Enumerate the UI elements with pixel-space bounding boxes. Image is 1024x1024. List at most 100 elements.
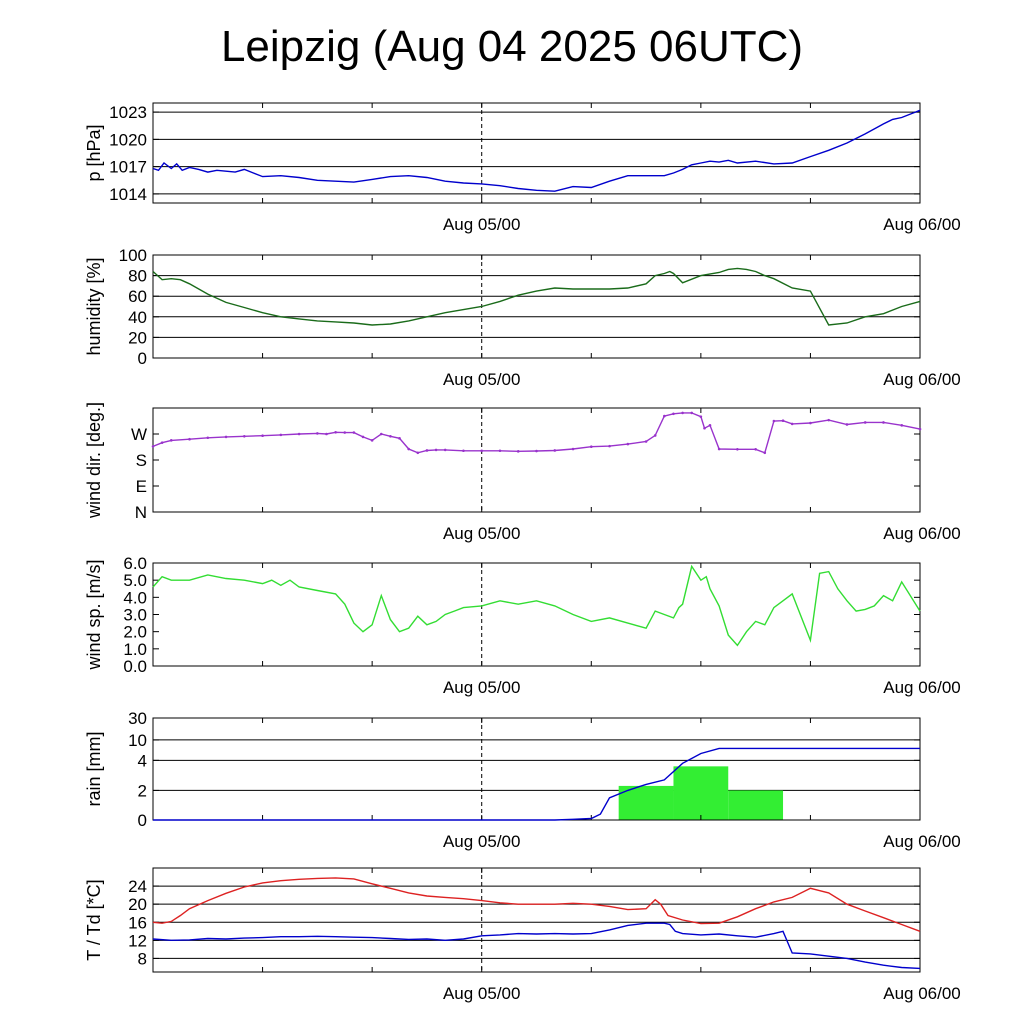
plot-frame — [152, 254, 921, 359]
data-point — [416, 451, 420, 455]
data-point — [790, 422, 794, 426]
data-point — [672, 412, 675, 416]
y-tick-label: 80 — [128, 267, 147, 286]
data-point — [809, 421, 812, 425]
panel-pressure: 1014 1017 1020 1023 p [hPa] Aug 05/00 Aug 06/0… — [84, 102, 961, 234]
y-tick-label: 20 — [128, 895, 147, 914]
plot-frame — [152, 562, 921, 667]
y-axis-label: p [hPa] — [84, 124, 104, 181]
data-point — [827, 418, 830, 422]
rain-bar — [728, 790, 784, 820]
y-tick-label: 4.0 — [123, 588, 147, 607]
plot-frame — [152, 102, 921, 204]
data-point — [325, 432, 328, 436]
data-point — [379, 432, 383, 436]
data-point — [224, 435, 228, 439]
y-tick-label: W — [131, 425, 147, 444]
data-point — [845, 423, 849, 426]
data-point — [644, 440, 648, 443]
data-point — [398, 437, 401, 440]
x-tick-label: Aug 06/00 — [883, 832, 961, 851]
data-point — [407, 447, 410, 451]
plot-frame — [152, 717, 921, 821]
y-axis-label: wind dir. [deg.] — [84, 402, 104, 519]
data-point — [443, 448, 447, 452]
y-tick-label: 6.0 — [123, 554, 147, 573]
data-point — [434, 448, 438, 452]
series-line-temperature-1 — [152, 922, 921, 970]
y-tick-label: 0 — [138, 349, 147, 368]
y-tick-label: 0 — [138, 811, 147, 830]
y-tick-label: 2.0 — [123, 623, 147, 642]
x-tick-label: Aug 06/00 — [883, 984, 961, 1003]
data-point — [882, 421, 885, 424]
data-point — [498, 449, 502, 453]
data-point — [690, 411, 694, 415]
data-point — [316, 432, 319, 435]
data-point — [261, 434, 264, 438]
data-point — [151, 445, 155, 448]
panel-rain: 0 2 410 30 rain [mm] Aug 05/00 Aug 06/00 — [84, 709, 961, 851]
data-point — [425, 449, 429, 452]
data-point — [480, 449, 484, 453]
y-tick-label: 1014 — [109, 185, 147, 204]
x-tick-label: Aug 06/00 — [883, 524, 961, 543]
y-tick-label: 10 — [128, 731, 147, 750]
data-point — [626, 442, 630, 446]
y-tick-label: 4 — [138, 751, 147, 770]
x-tick-label: Aug 05/00 — [443, 215, 521, 234]
series-line-wind_speed-0 — [152, 564, 921, 647]
data-point — [589, 445, 593, 449]
x-tick-label: Aug 05/00 — [443, 984, 521, 1003]
data-point — [297, 432, 301, 436]
y-tick-label: 20 — [128, 328, 147, 347]
y-axis-label: humidity [%] — [84, 257, 104, 355]
y-tick-label: 60 — [128, 287, 147, 306]
series-line-humidity-0 — [152, 267, 921, 326]
data-point — [571, 447, 575, 451]
data-point — [279, 433, 283, 437]
y-tick-label: 8 — [138, 949, 147, 968]
y-axis-label: T / Td [*C] — [84, 879, 104, 960]
data-point — [781, 419, 785, 423]
x-tick-label: Aug 06/00 — [883, 370, 961, 389]
series-line-pressure-0 — [152, 109, 921, 192]
chart-title: Leipzig (Aug 04 2025 06UTC) — [220, 22, 804, 71]
series-line-rain-0 — [153, 747, 920, 821]
y-tick-label: 1023 — [109, 103, 147, 122]
y-tick-label: 100 — [119, 246, 147, 265]
data-point — [352, 431, 356, 434]
y-tick-label: 5.0 — [123, 571, 147, 590]
y-tick-label: 3.0 — [123, 606, 147, 625]
x-tick-label: Aug 06/00 — [883, 215, 961, 234]
y-tick-label: 12 — [128, 931, 147, 950]
data-point — [663, 414, 666, 418]
y-tick-label: 24 — [128, 877, 147, 896]
y-tick-label: 2 — [138, 781, 147, 800]
plot-frame — [152, 867, 921, 973]
data-point — [553, 449, 557, 452]
y-tick-label: 1017 — [109, 158, 147, 177]
data-point — [918, 427, 922, 431]
data-point — [708, 424, 712, 427]
data-point — [462, 449, 465, 453]
data-point — [763, 451, 767, 455]
y-tick-label: 0.0 — [123, 657, 147, 676]
y-tick-label: 16 — [128, 913, 147, 932]
data-point — [206, 436, 210, 440]
data-point — [772, 419, 776, 423]
data-point — [703, 426, 706, 430]
data-point — [370, 439, 374, 442]
y-tick-label: S — [136, 451, 147, 470]
y-tick-label: 1020 — [109, 130, 147, 149]
data-point — [516, 450, 520, 453]
data-point — [754, 448, 757, 451]
data-point — [681, 411, 684, 415]
data-point — [653, 434, 657, 437]
data-point — [188, 437, 191, 441]
data-point — [343, 431, 347, 434]
data-point — [736, 448, 739, 451]
